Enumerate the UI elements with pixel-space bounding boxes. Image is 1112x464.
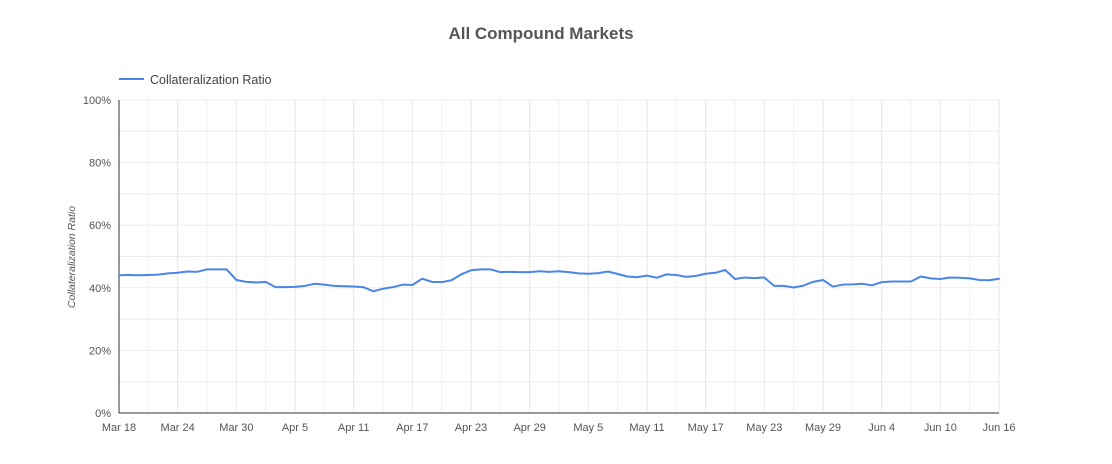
legend: Collateralization Ratio [119, 73, 272, 87]
x-tick-label: May 29 [805, 422, 841, 434]
x-tick-label: Apr 5 [282, 422, 308, 434]
series-line-collateralization-ratio [118, 268, 1000, 293]
x-tick-label: Mar 24 [161, 422, 195, 434]
x-tick-label: May 5 [573, 422, 603, 434]
y-tick-label: 20% [89, 345, 111, 357]
legend-label: Collateralization Ratio [150, 73, 272, 87]
y-tick-label: 60% [89, 220, 111, 232]
x-tick-label: Mar 30 [219, 422, 253, 434]
x-tick-label: Jun 10 [924, 422, 957, 434]
x-tick-label: Apr 17 [396, 422, 428, 434]
series-layer [118, 268, 1000, 293]
y-tick-label: 40% [89, 283, 111, 295]
x-tick-label: Jun 16 [982, 422, 1015, 434]
chart-title: All Compound Markets [448, 24, 633, 43]
y-tick-label: 100% [83, 95, 111, 107]
axes [118, 100, 999, 414]
y-tick-labels: 0% 20% 40% 60% 80% 100% [83, 95, 111, 420]
x-tick-label: Mar 18 [102, 422, 136, 434]
x-tick-label: May 17 [688, 422, 724, 434]
x-tick-label: May 11 [629, 422, 664, 434]
x-tick-label: Apr 29 [513, 422, 545, 434]
x-tick-labels: Mar 18 Mar 24 Mar 30 Apr 5 Apr 11 Apr 17 Apr 2… [102, 422, 1016, 434]
x-tick-label: May 23 [746, 422, 782, 434]
grid [119, 99, 1000, 413]
y-axis-label: Collateralization Ratio [66, 206, 78, 308]
x-tick-label: Apr 11 [338, 422, 370, 434]
y-tick-label: 0% [95, 408, 111, 420]
x-tick-label: Jun 4 [868, 422, 895, 434]
x-tick-label: Apr 23 [455, 422, 487, 434]
y-tick-label: 80% [89, 158, 111, 170]
